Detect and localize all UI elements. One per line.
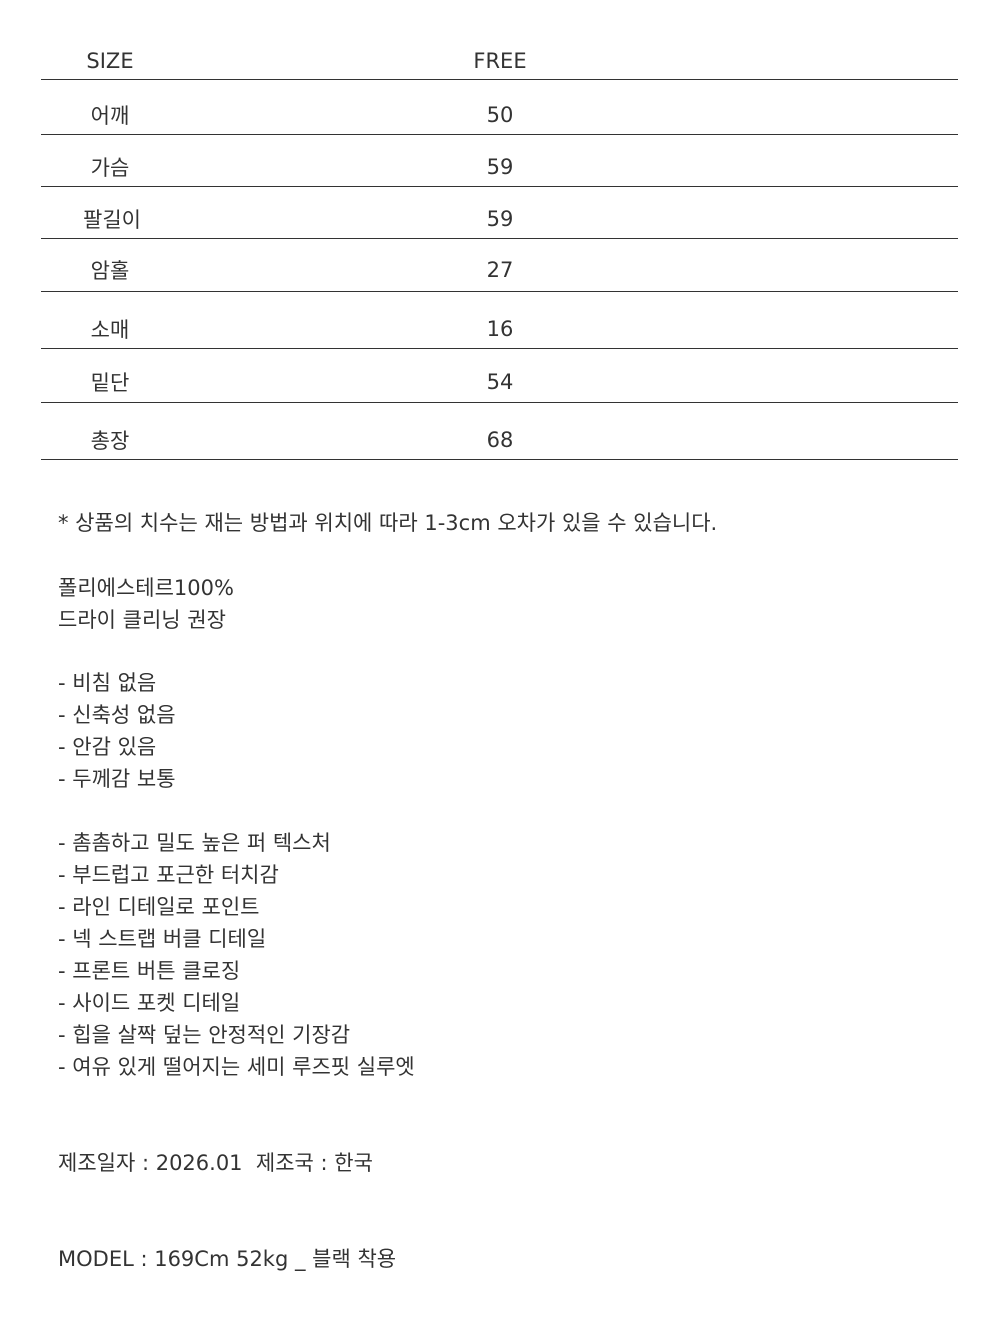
feature-item: - 프론트 버튼 클로징	[58, 959, 241, 983]
row-value: 68	[486, 428, 514, 452]
feature-item: - 여유 있게 떨어지는 세미 루즈핏 실루엣	[58, 1055, 415, 1079]
feature-item: - 부드럽고 포근한 터치감	[58, 863, 279, 887]
feature-item: - 넥 스트랩 버클 디테일	[58, 927, 267, 951]
divider	[41, 459, 958, 460]
care: 드라이 클리닝 권장	[58, 608, 226, 632]
header-free: FREE	[473, 49, 527, 73]
property-item: - 신축성 없음	[58, 703, 176, 727]
divider	[41, 348, 958, 349]
row-label: 어깨	[90, 104, 130, 128]
divider	[41, 238, 958, 239]
divider	[41, 134, 958, 135]
row-label: 가슴	[90, 156, 130, 180]
row-value: 50	[486, 103, 514, 127]
feature-item: - 힙을 살짝 덮는 안정적인 기장감	[58, 1023, 351, 1047]
feature-item: - 사이드 포켓 디테일	[58, 991, 241, 1015]
row-label: 소매	[90, 318, 130, 342]
size-note: * 상품의 치수는 재는 방법과 위치에 따라 1-3cm 오차가 있을 수 있…	[58, 511, 718, 535]
property-item: - 비침 없음	[58, 671, 157, 695]
row-label: 총장	[90, 429, 130, 453]
divider	[41, 402, 958, 403]
material: 폴리에스테르100%	[58, 576, 234, 600]
property-item: - 두께감 보통	[58, 767, 176, 791]
feature-item: - 촘촘하고 밀도 높은 퍼 텍스처	[58, 831, 331, 855]
manufacture-info: 제조일자 : 2026.01 제조국 : 한국	[58, 1151, 373, 1175]
model-info: MODEL : 169Cm 52kg _ 블랙 착용	[58, 1247, 397, 1271]
row-label: 밑단	[90, 371, 130, 395]
feature-item: - 라인 디테일로 포인트	[58, 895, 260, 919]
row-label: 암홀	[90, 259, 130, 283]
property-item: - 안감 있음	[58, 735, 157, 759]
header-size: SIZE	[86, 49, 134, 73]
row-value: 27	[486, 258, 514, 282]
divider	[41, 186, 958, 187]
divider	[41, 291, 958, 292]
row-value: 54	[486, 370, 514, 394]
row-value: 59	[486, 207, 514, 231]
divider	[41, 79, 958, 80]
row-value: 16	[486, 317, 514, 341]
row-label: 팔길이	[83, 208, 141, 232]
row-value: 59	[486, 155, 514, 179]
